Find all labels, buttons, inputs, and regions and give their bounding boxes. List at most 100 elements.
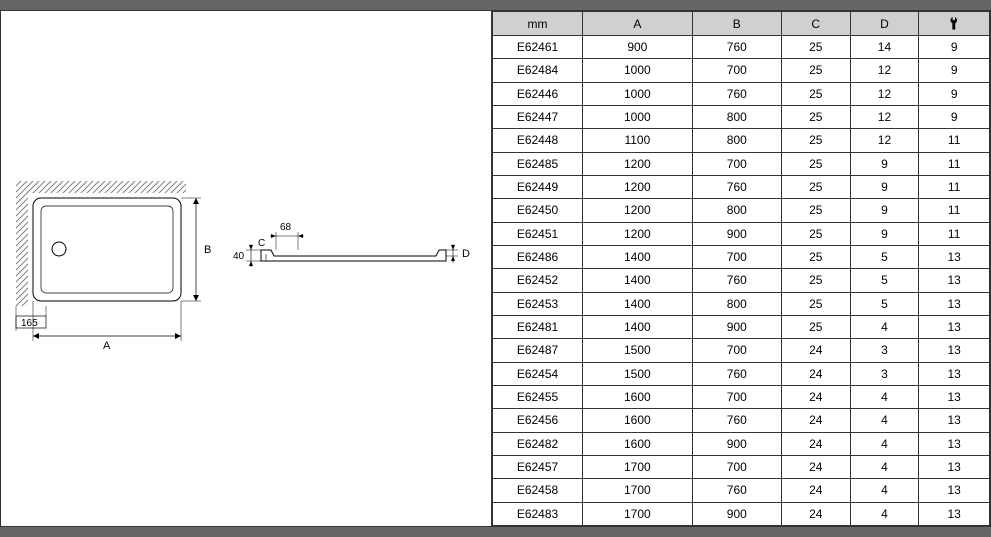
- table-cell: E62449: [493, 175, 583, 198]
- table-row: E6246190076025149: [493, 36, 990, 59]
- table-cell: E62454: [493, 362, 583, 385]
- table-cell: 1000: [583, 105, 693, 128]
- table-cell: 25: [781, 245, 850, 268]
- table-cell: E62453: [493, 292, 583, 315]
- table-cell: 1400: [583, 245, 693, 268]
- table-cell: 25: [781, 175, 850, 198]
- drain-circle: [52, 242, 66, 256]
- table-cell: 4: [850, 315, 919, 338]
- table-row: E62452140076025513: [493, 269, 990, 292]
- table-cell: 11: [919, 175, 990, 198]
- table-cell: 13: [919, 432, 990, 455]
- table-cell: 11: [919, 222, 990, 245]
- col-header-B: B: [692, 12, 781, 36]
- wall-hatch: [16, 181, 186, 306]
- table-cell: 1100: [583, 129, 693, 152]
- table-cell: E62455: [493, 385, 583, 408]
- col-header-D: D: [850, 12, 919, 36]
- table-cell: 700: [692, 245, 781, 268]
- table-cell: 760: [692, 269, 781, 292]
- table-cell: 24: [781, 409, 850, 432]
- table-row: E62483170090024413: [493, 502, 990, 525]
- table-row: E62487150070024313: [493, 339, 990, 362]
- table-cell: 24: [781, 455, 850, 478]
- table-cell: E62485: [493, 152, 583, 175]
- table-cell: E62486: [493, 245, 583, 268]
- table-cell: 760: [692, 36, 781, 59]
- table-cell: 1400: [583, 269, 693, 292]
- dim-label-C: C: [258, 238, 265, 249]
- table-cell: 1200: [583, 175, 693, 198]
- table-cell: E62487: [493, 339, 583, 362]
- table-cell: 25: [781, 59, 850, 82]
- table-cell: 1400: [583, 315, 693, 338]
- table-cell: E62483: [493, 502, 583, 525]
- table-row: E62454150076024313: [493, 362, 990, 385]
- table-cell: 4: [850, 455, 919, 478]
- table-cell: E62446: [493, 82, 583, 105]
- table-cell: E62450: [493, 199, 583, 222]
- table-cell: 760: [692, 362, 781, 385]
- table-cell: 9: [919, 105, 990, 128]
- table-cell: 4: [850, 385, 919, 408]
- table-cell: 700: [692, 339, 781, 362]
- table-cell: E62447: [493, 105, 583, 128]
- table-row: E62446100076025129: [493, 82, 990, 105]
- table-row: E62449120076025911: [493, 175, 990, 198]
- table-cell: 13: [919, 292, 990, 315]
- table-cell: 14: [850, 36, 919, 59]
- table-cell: 900: [583, 36, 693, 59]
- table-cell: 9: [850, 222, 919, 245]
- table-row: E62458170076024413: [493, 479, 990, 502]
- table-cell: 13: [919, 479, 990, 502]
- table-cell: 1000: [583, 59, 693, 82]
- table-cell: 25: [781, 315, 850, 338]
- table-cell: 12: [850, 105, 919, 128]
- table-cell: 1700: [583, 479, 693, 502]
- table-cell: 25: [781, 105, 850, 128]
- table-cell: 25: [781, 269, 850, 292]
- table-cell: 12: [850, 129, 919, 152]
- table-cell: 11: [919, 129, 990, 152]
- table-cell: 5: [850, 292, 919, 315]
- table-cell: 1000: [583, 82, 693, 105]
- diagram-svg: B A 165: [1, 171, 481, 371]
- table-cell: 9: [919, 36, 990, 59]
- table-cell: 25: [781, 199, 850, 222]
- table-cell: 25: [781, 292, 850, 315]
- table-cell: 24: [781, 385, 850, 408]
- table-cell: 11: [919, 152, 990, 175]
- table-row: E62486140070025513: [493, 245, 990, 268]
- table-cell: 25: [781, 82, 850, 105]
- table-cell: 12: [850, 59, 919, 82]
- table-cell: 900: [692, 432, 781, 455]
- technical-diagram: B A 165: [1, 171, 481, 371]
- table-cell: 1400: [583, 292, 693, 315]
- table-row: E62455160070024413: [493, 385, 990, 408]
- tray-inner: [41, 206, 173, 293]
- table-cell: 1500: [583, 362, 693, 385]
- table-body: E6246190076025149E62484100070025129E6244…: [493, 36, 990, 526]
- diagram-panel: B A 165: [1, 11, 491, 526]
- table-cell: 13: [919, 385, 990, 408]
- table-cell: 13: [919, 269, 990, 292]
- table-cell: 25: [781, 36, 850, 59]
- table-cell: 760: [692, 175, 781, 198]
- table-cell: 3: [850, 339, 919, 362]
- table-cell: 24: [781, 432, 850, 455]
- table-row: E62451120090025911: [493, 222, 990, 245]
- table-cell: E62461: [493, 36, 583, 59]
- table-row: E624481100800251211: [493, 129, 990, 152]
- table-cell: 800: [692, 292, 781, 315]
- table-cell: 700: [692, 59, 781, 82]
- spec-table-panel: mm A B C D E6246190076025149E62484100070…: [491, 11, 990, 526]
- dim-label-40: 40: [233, 251, 245, 262]
- col-header-A: A: [583, 12, 693, 36]
- table-cell: E62458: [493, 479, 583, 502]
- page: B A 165: [0, 10, 991, 527]
- table-cell: E62452: [493, 269, 583, 292]
- col-header-mm: mm: [493, 12, 583, 36]
- table-cell: 13: [919, 245, 990, 268]
- table-cell: 12: [850, 82, 919, 105]
- section-view: 40 C 68 D: [233, 222, 470, 267]
